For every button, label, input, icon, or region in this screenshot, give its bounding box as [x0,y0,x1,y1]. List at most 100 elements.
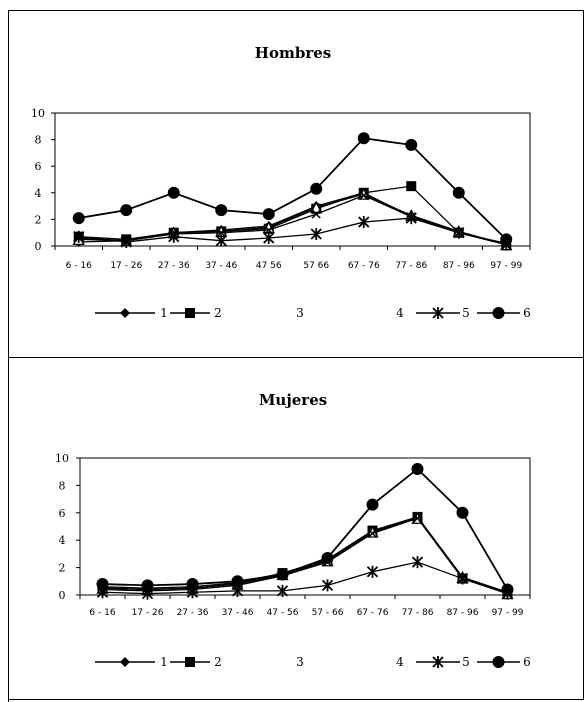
y-tick-label: 0 [35,240,42,253]
data-point-series-6 [411,462,424,475]
data-point-series-6 [310,182,323,195]
series-line-3 [78,193,507,246]
legend-label-3: 3 [296,655,304,669]
data-point-series-6 [501,583,514,596]
data-point-series-6 [231,575,244,588]
chart-title: Hombres [255,44,331,62]
data-point-series-5 [453,226,465,239]
legend-label-1: 1 [160,655,168,669]
data-point-series-5 [215,234,227,247]
data-point-series-5 [120,236,132,249]
y-tick-label: 6 [35,160,42,173]
data-point-series-6 [366,498,379,511]
data-point-series-5 [168,230,180,243]
series-line-6 [78,137,507,240]
data-point-series-5 [456,572,469,585]
data-point-series-4 [359,190,369,200]
x-tick-label: 67 - 76 [357,608,389,618]
data-point-series-2 [406,181,417,192]
x-tick-label: 17 - 26 [110,261,142,271]
legend-label-1: 1 [160,306,168,320]
x-tick-label: 37 - 46 [222,608,254,618]
data-point-series-4 [264,225,274,235]
legend-marker-6 [492,656,505,668]
data-point-series-5 [73,230,85,243]
y-tick-label: 10 [55,452,69,465]
series-line-6 [102,467,509,590]
legend-marker-1 [120,308,130,318]
legend-label-6: 6 [523,655,531,669]
legend-label-4: 4 [396,655,404,669]
data-point-series-5 [310,228,322,241]
legend-marker-5 [432,656,444,668]
data-point-series-6 [262,208,275,221]
data-point-series-6 [186,578,199,591]
data-point-series-6 [357,132,370,145]
legend-label-3: 3 [296,306,304,320]
legend-label-2: 2 [214,655,222,669]
legend-marker-5 [432,307,444,319]
x-tick-label: 17 - 26 [132,608,164,618]
frame-extension [8,690,9,702]
series-line-2 [78,185,507,246]
figure-frame [8,10,584,700]
legend-label-2: 2 [214,306,222,320]
series-line-5 [78,217,507,246]
chart-mujeres: Mujeres 0 2 4 6 8 10 6 - 16 17 - 26 27 - 36 37 - 4… [55,391,531,669]
legend-label-5: 5 [462,306,470,320]
x-tick-label: 87 - 96 [443,261,475,271]
series-line-1 [102,516,508,593]
data-point-series-5 [263,232,275,245]
data-point-series-6 [72,212,85,225]
x-tick-label: 47 56 [256,261,282,271]
chart-title: Mujeres [259,391,327,409]
y-tick-label: 10 [31,107,45,120]
x-tick-label: 6 - 16 [66,261,92,271]
data-point-series-5 [411,556,424,569]
data-point-series-4 [412,513,423,523]
data-point-series-6 [215,204,228,217]
y-tick-label: 4 [59,534,66,547]
y-tick-label: 2 [59,562,66,575]
y-tick-label: 8 [35,134,42,147]
legend-label-6: 6 [523,306,531,320]
data-point-series-6 [120,204,133,217]
series-line-4 [102,517,508,595]
data-point-series-5 [405,212,417,225]
data-point-series-5 [358,216,370,229]
data-point-series-6 [96,578,109,591]
data-point-series-6 [167,186,180,199]
x-tick-label: 57 66 [303,261,329,271]
data-point-series-6 [321,552,334,565]
x-tick-label: 77 - 86 [402,608,434,618]
data-point-series-4 [216,228,226,238]
data-point-series-6 [500,233,513,246]
x-tick-label: 87 - 96 [447,608,479,618]
legend-marker-6 [492,307,505,319]
chart-hombres: Hombres 0 2 4 6 8 10 6 - 16 17 - 26 27 - 36 37 - 4… [31,44,531,320]
data-point-series-5 [276,584,289,597]
data-point-series-6 [452,186,465,199]
x-tick-label: 97 - 99 [492,608,524,618]
data-point-series-5 [321,579,334,592]
data-point-series-5 [366,565,379,578]
y-tick-label: 4 [35,187,42,200]
x-tick-label: 27 - 36 [177,608,209,618]
data-point-series-3 [310,200,323,214]
y-tick-label: 6 [59,507,66,520]
data-point-series-6 [456,506,469,519]
data-point-series-4 [367,528,378,538]
legend-label-5: 5 [462,655,470,669]
series-line-5 [102,561,508,595]
data-point-series-6 [405,138,418,151]
x-tick-label: 97 - 99 [490,261,522,271]
y-tick-label: 0 [59,589,66,602]
x-tick-label: 57 - 66 [312,608,344,618]
y-tick-label: 2 [35,213,42,226]
x-tick-label: 77 - 86 [395,261,427,271]
y-tick-label: 8 [59,479,66,492]
data-point-series-6 [276,568,289,581]
x-tick-label: 6 - 16 [89,608,115,618]
legend-marker-2 [185,657,195,667]
x-tick-label: 27 - 36 [158,261,190,271]
